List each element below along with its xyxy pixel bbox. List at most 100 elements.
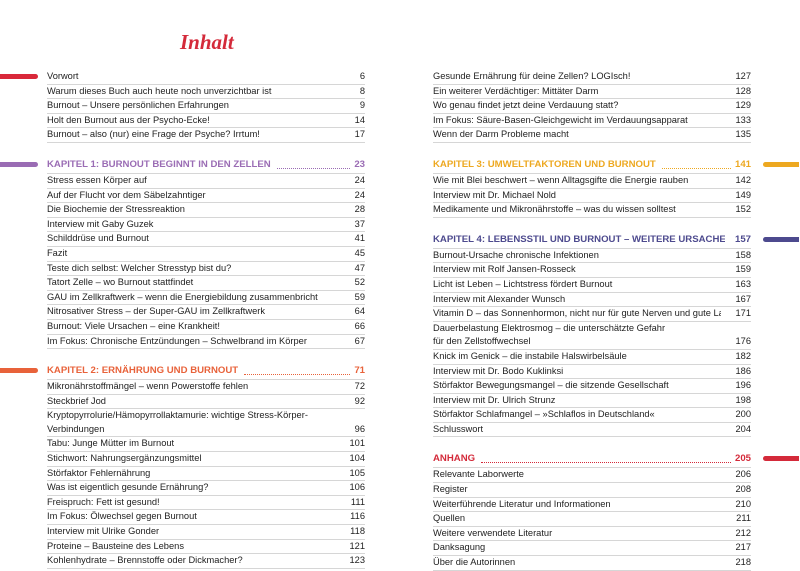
chapter-bar	[0, 73, 38, 79]
entry-title: Vitamin D – das Sonnenhormon, nicht nur …	[433, 308, 721, 319]
leader	[661, 167, 731, 169]
entry-page: 101	[349, 438, 365, 449]
toc-entry: Schilddrüse und Burnout 41	[47, 232, 365, 247]
toc-entry: Steckbrief Jod 92	[47, 395, 365, 410]
chapter-heading: ANHANG 205	[433, 451, 799, 469]
toc-group: KAPITEL 1: BURNOUT BEGINNT IN DEN ZELLEN…	[0, 157, 365, 350]
entry-page: 72	[354, 381, 365, 392]
toc-entry: Stichwort: Nahrungsergänzungsmittel 104	[47, 452, 365, 467]
entry-page: 9	[359, 100, 365, 111]
entry-page: 212	[735, 527, 751, 538]
toc-entry: Interview mit Dr. Michael Nold 149	[433, 189, 751, 204]
entry-page: 116	[350, 511, 365, 522]
toc-entry: Burnout: Viele Ursachen – eine Krankheit…	[47, 320, 365, 335]
entry-title: Interview mit Dr. Ulrich Strunz	[433, 394, 556, 405]
entry-page: 52	[354, 277, 365, 288]
entry-title: Ein weiterer Verdächtiger: Mittäter Darm	[433, 85, 599, 96]
entry-title: Über die Autorinnen	[433, 557, 516, 568]
entry-title: Interview mit Alexander Wunsch	[433, 293, 566, 304]
toc-entry: Vitamin D – das Sonnenhormon, nicht nur …	[433, 307, 751, 322]
entry-title: Interview mit Dr. Michael Nold	[433, 189, 556, 200]
entry-title: Gesunde Ernährung für deine Zellen? LOGI…	[433, 71, 631, 81]
toc-group: KAPITEL 4: LEBENSSTIL UND BURNOUT – WEIT…	[433, 232, 799, 438]
entry-page: 176	[735, 336, 751, 347]
entry-title: GAU im Zellkraftwerk – wenn die Energieb…	[47, 291, 318, 302]
chapter-page: 23	[354, 158, 365, 170]
entry-page: 47	[354, 262, 365, 273]
toc-entry: Auf der Flucht vor dem Säbelzahntiger 24	[47, 189, 365, 204]
leader	[481, 462, 731, 464]
entry-title: Nitrosativer Stress – der Super-GAU im Z…	[47, 306, 266, 317]
entry-title: Interview mit Dr. Bodo Kuklinksi	[433, 365, 564, 376]
entry-page: 133	[735, 114, 751, 125]
entry-page: 211	[736, 513, 751, 524]
entry-page: 167	[735, 293, 751, 304]
toc-entry: Burnout – Unsere persönlichen Erfahrunge…	[47, 99, 365, 114]
entry-title: Interview mit Ulrike Gonder	[47, 526, 160, 537]
entry-page: 196	[735, 380, 751, 391]
toc-entry: Wenn der Darm Probleme macht 135	[433, 128, 751, 143]
toc-entry: Register 208	[433, 483, 751, 498]
entry-title: Tabu: Junge Mütter im Burnout	[47, 438, 175, 449]
entry-page: 118	[350, 526, 365, 537]
entry-page: 210	[735, 498, 751, 509]
entry-page: 45	[354, 247, 365, 258]
toc-entry: Stress essen Körper auf 24	[47, 174, 365, 189]
entry-title: Kohlenhydrate – Brennstoffe oder Dickmac…	[47, 555, 243, 566]
toc-entry: Im Fokus: Säure-Basen-Gleichgewicht im V…	[433, 114, 751, 129]
entry-page: 182	[735, 350, 751, 361]
chapter-title: KAPITEL 3: UMWELTFAKTOREN UND BURNOUT	[433, 158, 656, 170]
chapter-heading: KAPITEL 4: LEBENSSTIL UND BURNOUT – WEIT…	[433, 232, 799, 249]
entry-title: Burnout – also (nur) eine Frage der Psyc…	[47, 129, 260, 140]
entry-page: 152	[735, 204, 751, 215]
toc-entry: Tabu: Junge Mütter im Burnout 101	[47, 437, 365, 453]
toc-entry: Interview mit Dr. Bodo Kuklinksi 186	[433, 365, 751, 380]
toc-column: Vorwort 6 Warum dieses Buch auch heute noc…	[0, 70, 365, 569]
chapter-page: 71	[354, 365, 365, 377]
toc-entry: Interview mit Rolf Jansen-Rosseck 159	[433, 263, 751, 278]
entry-title: Im Fokus: Chronische Entzündungen – Schw…	[47, 335, 307, 346]
entry-page: 128	[735, 85, 751, 96]
entry-title: Dauerbelastung Elektrosmog – die untersc…	[433, 322, 721, 349]
toc-entry: Die Biochemie der Stressreaktion 28	[47, 203, 365, 218]
entry-title: Tatort Zelle – wo Burnout stattfindet	[47, 277, 194, 288]
toc-entry: Knick im Genick – die instabile Halswirb…	[433, 350, 751, 365]
chapter-page: 205	[734, 453, 751, 465]
toc-entry: Warum dieses Buch auch heute noch unverz…	[47, 85, 365, 100]
toc-entry: Kryptopyrrolurie/Hämopyrrollaktamurie: w…	[47, 409, 365, 438]
entry-page: 41	[354, 233, 365, 244]
entry-page: 104	[349, 453, 365, 464]
entry-title: Burnout-Ursache chronische Infektionen	[433, 249, 599, 260]
toc-entry: Was ist eigentlich gesunde Ernährung? 106	[47, 481, 365, 496]
toc-entry: Wo genau findet jetzt deine Verdauung st…	[433, 99, 751, 114]
entry-page: 123	[349, 555, 365, 566]
entry-page: 28	[354, 204, 365, 215]
entry-title: Auf der Flucht vor dem Säbelzahntiger	[47, 189, 206, 200]
toc-entry: Weiterführende Literatur und Information…	[433, 498, 751, 513]
toc-group: Gesunde Ernährung für deine Zellen? LOGI…	[433, 70, 751, 143]
entry-title-line: Dauerbelastung Elektrosmog – die untersc…	[433, 322, 666, 333]
entry-title: Störfaktor Fehlernährung	[47, 467, 151, 478]
toc-entry: Nitrosativer Stress – der Super-GAU im Z…	[47, 305, 365, 320]
toc-entry: Störfaktor Bewegungsmangel – die sitzend…	[433, 379, 751, 394]
toc-entry: Über die Autorinnen 218	[433, 556, 751, 571]
leader	[276, 167, 351, 169]
entry-page: 14	[354, 114, 365, 125]
entry-title: Mikronährstoffmängel – wenn Powerstoffe …	[47, 381, 249, 392]
entry-title: Wie mit Blei beschwert – wenn Alltagsgif…	[433, 174, 689, 185]
toc-group: KAPITEL 3: UMWELTFAKTOREN UND BURNOUT 141…	[433, 157, 799, 218]
entry-page: 111	[350, 496, 365, 507]
entry-title: Im Fokus: Säure-Basen-Gleichgewicht im V…	[433, 114, 688, 125]
entry-title: Freispruch: Fett ist gesund!	[47, 496, 160, 507]
toc-entry: Relevante Laborwerte 206	[433, 468, 751, 484]
entry-title: Steckbrief Jod	[47, 395, 106, 406]
entry-page: 127	[735, 71, 751, 81]
entry-title: Burnout – Unsere persönlichen Erfahrunge…	[47, 100, 229, 111]
entry-page: 200	[735, 409, 751, 420]
toc-entry: Ein weiterer Verdächtiger: Mittäter Darm…	[433, 85, 751, 100]
toc-entry: Medikamente und Mikronährstoffe – was du…	[433, 203, 751, 218]
toc-entry: Holt den Burnout aus der Psycho-Ecke! 14	[47, 114, 365, 129]
entry-title: Quellen	[433, 513, 466, 524]
entry-title: Register	[433, 484, 468, 495]
toc-entry: Danksagung 217	[433, 541, 751, 557]
